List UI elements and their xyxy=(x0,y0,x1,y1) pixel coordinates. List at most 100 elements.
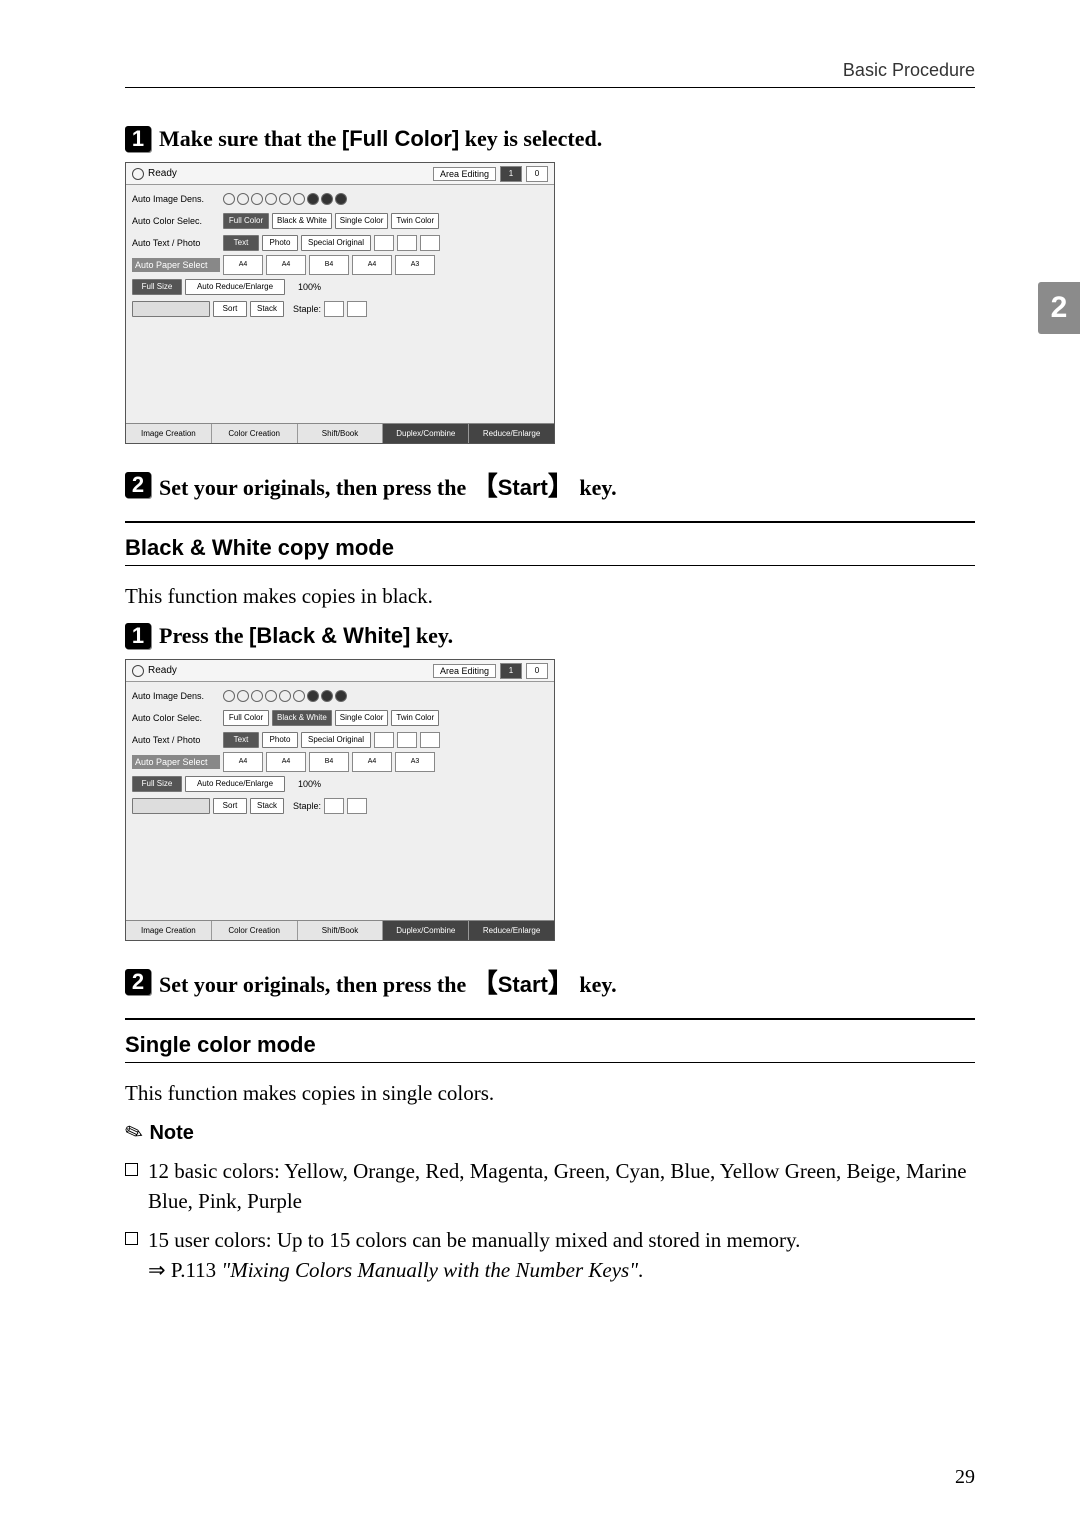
chapter-side-tab: 2 xyxy=(1038,282,1080,334)
density-label: Auto Image Dens. xyxy=(132,691,220,701)
note-b2-period: . xyxy=(638,1258,643,1282)
output-disabled xyxy=(132,301,210,317)
step-number-icon: 2 xyxy=(125,969,151,995)
step-4: 2 Set your originals, then press the 【St… xyxy=(125,963,975,1000)
twin-color-button: Twin Color xyxy=(391,213,439,229)
special-original-button: Special Original xyxy=(301,235,371,251)
tray-3: B4 xyxy=(309,255,349,275)
section-rule xyxy=(125,1018,975,1020)
section-single-title: Single color mode xyxy=(125,1032,975,1058)
twin-color-button: Twin Color xyxy=(391,710,439,726)
tab-shift-book: Shift/Book xyxy=(298,921,384,940)
bullet-icon xyxy=(125,1163,138,1176)
orient-icon-2 xyxy=(397,732,417,748)
note-label: Note xyxy=(149,1122,193,1145)
text-button: Text xyxy=(223,235,259,251)
full-color-button: Full Color xyxy=(223,710,269,726)
tray-3: B4 xyxy=(309,752,349,772)
orient-icon-3 xyxy=(420,732,440,748)
step-3: 1 Press the [Black & White] key. xyxy=(125,623,975,649)
zoom-value: 100% xyxy=(298,282,321,292)
panel-bottom-tabs: Image Creation Color Creation Shift/Book… xyxy=(126,920,554,940)
density-dots xyxy=(223,690,347,702)
orient-icon-1 xyxy=(374,732,394,748)
step-1-prefix: Make sure that the xyxy=(159,126,342,151)
section-rule xyxy=(125,521,975,523)
note-bullet-2-text: 15 user colors: Up to 15 colors can be m… xyxy=(148,1225,800,1286)
step-1-suffix: key is selected. xyxy=(459,126,602,151)
step-2-prefix: Set your originals, then press the xyxy=(159,475,472,500)
density-dots xyxy=(223,193,347,205)
area-editing-button: Area Editing xyxy=(433,167,496,181)
pencil-icon: ✎ xyxy=(121,1118,147,1149)
step-4-prefix: Set your originals, then press the xyxy=(159,972,472,997)
bw-button: Black & White xyxy=(272,213,332,229)
qty-box: 1 xyxy=(500,166,522,182)
stack-button: Stack xyxy=(250,301,284,317)
control-panel-screenshot-1: Ready Area Editing 1 0 Auto Image Dens. … xyxy=(125,162,555,444)
note-bullet-1-text: 12 basic colors: Yellow, Orange, Red, Ma… xyxy=(148,1156,975,1217)
paper-select-label: Auto Paper Select xyxy=(132,258,220,272)
tab-reduce: Reduce/Enlarge xyxy=(469,921,554,940)
ready-icon xyxy=(132,665,144,677)
copy-box: 0 xyxy=(526,166,548,182)
area-editing-button: Area Editing xyxy=(433,664,496,678)
page-number: 29 xyxy=(955,1466,975,1489)
step-2-ui-label: Start xyxy=(498,475,548,500)
full-size-button: Full Size xyxy=(132,279,182,295)
text-button: Text xyxy=(223,732,259,748)
auto-reduce-button: Auto Reduce/Enlarge xyxy=(185,776,285,792)
tab-shift-book: Shift/Book xyxy=(298,424,384,443)
step-2-text: Set your originals, then press the 【Star… xyxy=(159,466,617,503)
sort-button: Sort xyxy=(213,301,247,317)
tab-image-creation: Image Creation xyxy=(126,921,212,940)
tab-color-creation: Color Creation xyxy=(212,921,298,940)
paper-select-label: Auto Paper Select xyxy=(132,755,220,769)
note-bullet-1: 12 basic colors: Yellow, Orange, Red, Ma… xyxy=(125,1156,975,1217)
single-color-button: Single Color xyxy=(335,710,389,726)
step-3-text: Press the [Black & White] key. xyxy=(159,623,453,649)
step-1: 1 Make sure that the [Full Color] key is… xyxy=(125,126,975,152)
tray-1: A4 xyxy=(223,752,263,772)
sub-rule xyxy=(125,565,975,566)
bracket-left: 【 xyxy=(472,471,498,501)
tray-4: A4 xyxy=(352,752,392,772)
step-1-text: Make sure that the [Full Color] key is s… xyxy=(159,126,602,152)
photo-button: Photo xyxy=(262,235,298,251)
stack-button: Stack xyxy=(250,798,284,814)
ready-icon xyxy=(132,168,144,180)
tray-4: A4 xyxy=(352,255,392,275)
sub-rule xyxy=(125,1062,975,1063)
photo-button: Photo xyxy=(262,732,298,748)
panel-topbar: Ready Area Editing 1 0 xyxy=(126,660,554,682)
special-original-button: Special Original xyxy=(301,732,371,748)
copy-box: 0 xyxy=(526,663,548,679)
bracket-left: 【 xyxy=(472,968,498,998)
panel-ready: Ready xyxy=(148,168,177,179)
step-2: 2 Set your originals, then press the 【St… xyxy=(125,466,975,503)
note-b2a: 15 user colors: Up to 15 colors can be m… xyxy=(148,1228,800,1252)
bw-button: Black & White xyxy=(272,710,332,726)
control-panel-screenshot-2: Ready Area Editing 1 0 Auto Image Dens. … xyxy=(125,659,555,941)
full-color-button: Full Color xyxy=(223,213,269,229)
single-desc: This function makes copies in single col… xyxy=(125,1081,975,1106)
staple-label: Staple: xyxy=(293,801,321,811)
step-1-ui-label: [Full Color] xyxy=(342,126,459,151)
orient-icon-1 xyxy=(374,235,394,251)
output-disabled xyxy=(132,798,210,814)
density-label: Auto Image Dens. xyxy=(132,194,220,204)
staple-opt-1 xyxy=(324,798,344,814)
bullet-icon xyxy=(125,1232,138,1245)
header-breadcrumb: Basic Procedure xyxy=(125,60,975,81)
step-number-icon: 2 xyxy=(125,472,151,498)
note-heading: ✎ Note xyxy=(125,1120,975,1146)
staple-label: Staple: xyxy=(293,304,321,314)
step-4-suffix: key. xyxy=(574,972,617,997)
staple-opt-1 xyxy=(324,301,344,317)
tray-2: A4 xyxy=(266,752,306,772)
full-size-button: Full Size xyxy=(132,776,182,792)
step-3-ui-label: [Black & White] xyxy=(249,623,410,648)
orient-icon-3 xyxy=(420,235,440,251)
panel-ready: Ready xyxy=(148,665,177,676)
textphoto-label: Auto Text / Photo xyxy=(132,238,220,248)
